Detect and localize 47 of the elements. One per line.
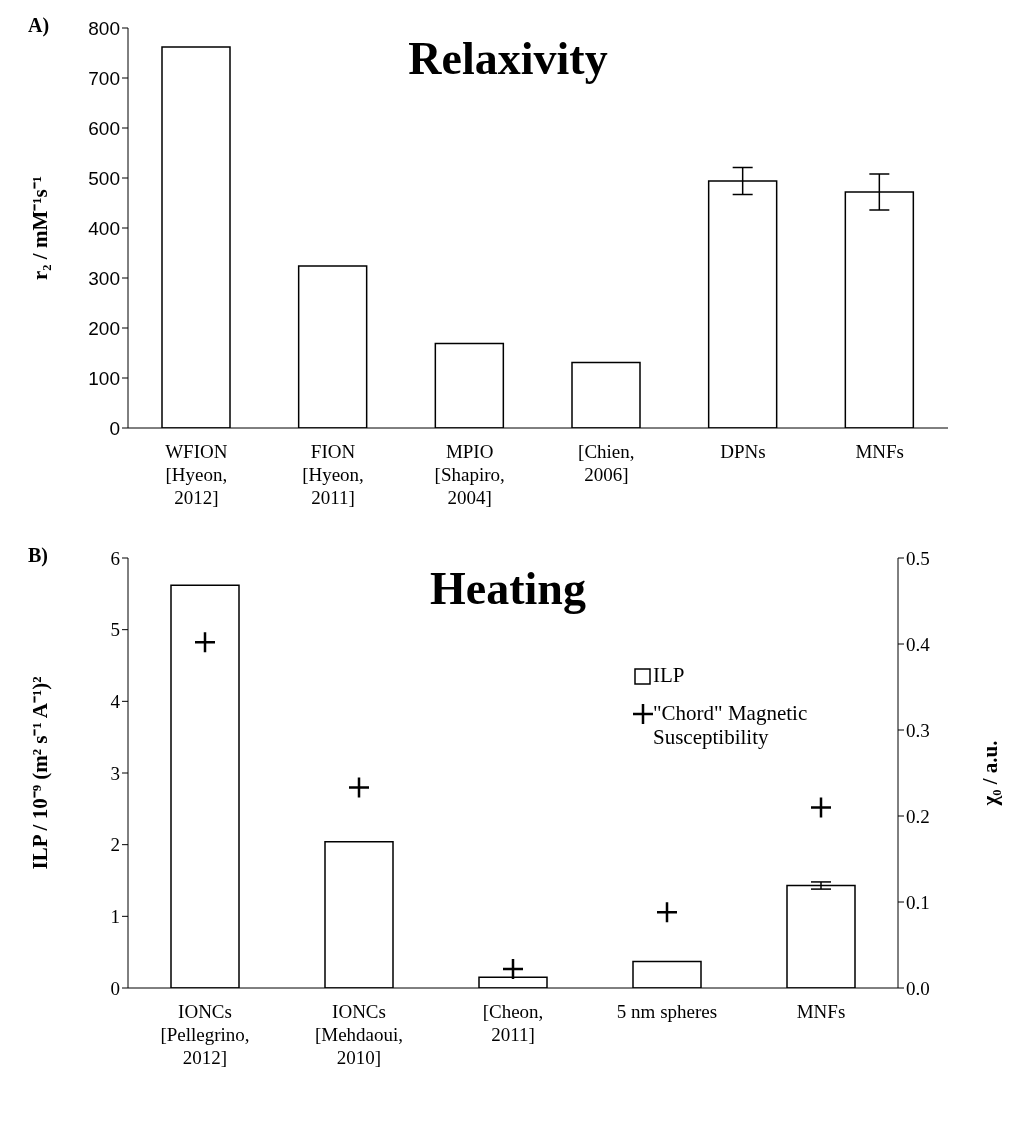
x-tick-label: DPNs bbox=[720, 441, 766, 462]
x-tick-label: WFION [Hyeon, 2012] bbox=[165, 441, 228, 508]
y-tick-label: 4 bbox=[110, 691, 121, 713]
y2-tick-label: 0.0 bbox=[906, 977, 930, 999]
y-tick-label: 500 bbox=[88, 167, 120, 189]
chart-title: Heating bbox=[430, 563, 586, 614]
point bbox=[347, 776, 371, 799]
y2-tick-label: 0.5 bbox=[906, 547, 930, 569]
y-tick-label: 300 bbox=[88, 267, 120, 289]
point bbox=[501, 957, 525, 981]
legend-label: ILP bbox=[653, 663, 685, 687]
x-tick-label: [Chien, 2006] bbox=[578, 441, 635, 485]
y2-axis-title: χ₀ / a.u. bbox=[978, 740, 1003, 807]
x-tick-label: FION [Hyeon, 2011] bbox=[302, 441, 364, 508]
point bbox=[809, 796, 833, 819]
x-tick-label: IONCs [Mehdaoui, 2010] bbox=[314, 1001, 404, 1068]
y2-tick-label: 0.2 bbox=[906, 805, 930, 827]
y-tick-label: 400 bbox=[88, 217, 120, 239]
y-tick-label: 700 bbox=[88, 67, 120, 89]
y-tick-label: 200 bbox=[88, 317, 120, 339]
text: B) bbox=[28, 544, 48, 567]
y-tick-label: 5 bbox=[110, 619, 120, 641]
x-tick-label: [Cheon, 2011] bbox=[482, 1001, 544, 1045]
x-tick-label: MNFs bbox=[796, 1001, 846, 1022]
y-axis-title: ILP / 10⁻⁹ (m² s⁻¹ A⁻¹)² bbox=[28, 676, 53, 870]
y-tick-label: 0 bbox=[109, 417, 120, 439]
x-tick-label: MPIO [Shapiro, 2004] bbox=[434, 441, 505, 508]
legend-label: "Chord" Magnetic Susceptibility bbox=[653, 701, 809, 749]
point bbox=[193, 631, 217, 654]
y-tick-label: 6 bbox=[110, 547, 120, 569]
text: A) bbox=[28, 14, 50, 37]
y2-tick-label: 0.4 bbox=[906, 633, 931, 655]
x-tick-label: MNFs bbox=[855, 441, 904, 462]
y-axis-title: r₂ / mM⁻¹s⁻¹ bbox=[28, 175, 53, 281]
y-tick-label: 0 bbox=[110, 977, 120, 999]
x-tick-label: 5 nm spheres bbox=[616, 1001, 718, 1022]
chart-title: Relaxivity bbox=[408, 33, 608, 84]
y2-tick-label: 0.3 bbox=[906, 719, 930, 741]
x-tick-label: IONCs [Pellegrino, 2012] bbox=[160, 1001, 250, 1068]
y-tick-label: 2 bbox=[110, 834, 120, 856]
y2-tick-label: 0.1 bbox=[906, 891, 930, 913]
point bbox=[655, 901, 679, 924]
y-tick-label: 100 bbox=[88, 367, 120, 389]
y-tick-label: 800 bbox=[88, 17, 120, 39]
y-tick-label: 3 bbox=[110, 762, 120, 784]
y-tick-label: 600 bbox=[88, 117, 120, 139]
y-tick-label: 1 bbox=[110, 906, 120, 928]
